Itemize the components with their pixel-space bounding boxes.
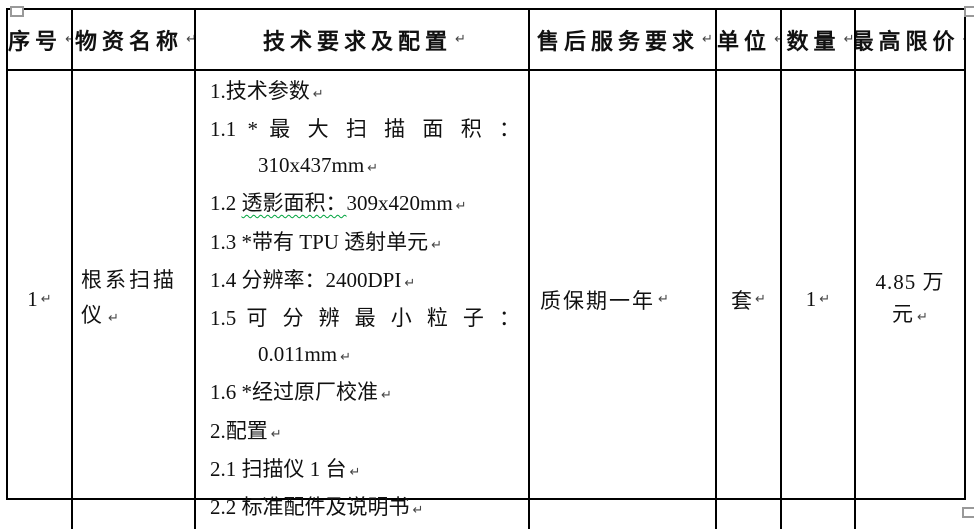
paragraph-mark-icon: ↵: [367, 160, 379, 176]
paragraph-mark-icon: ↵: [917, 309, 928, 325]
paragraph-mark-icon: ↵: [40, 292, 52, 308]
paragraph-mark-icon: ↵: [431, 237, 443, 253]
table-resize-handle[interactable]: [962, 507, 974, 518]
tech-line: 1.技术参数 ↵: [210, 79, 324, 103]
header-label: 数量: [786, 28, 841, 54]
paragraph-mark-icon: ↵: [65, 32, 71, 47]
header-label: 最高限价: [856, 28, 960, 54]
paragraph-mark-icon: ↵: [412, 503, 424, 519]
paragraph-mark-icon: ↵: [963, 32, 964, 47]
tech-line: 2.1 扫描仪 1 台 ↵: [210, 457, 361, 482]
paragraph-mark-icon: ↵: [819, 292, 831, 308]
tech-line: 1.6 *经过原厂校准 ↵: [210, 380, 392, 405]
tech-line: 1.4 分辨率：2400DPI ↵: [210, 268, 416, 293]
header-label: 技术要求及配置: [263, 28, 453, 54]
paragraph-mark-icon: ↵: [755, 292, 766, 308]
paragraph-mark-icon: ↵: [381, 388, 392, 404]
header-label: 售后服务要求: [537, 28, 700, 54]
paragraph-mark-icon: ↵: [404, 276, 416, 292]
procurement-table: 序号↵ 物资名称↵ 技术要求及配置↵ 售后服务要求↵ 单位↵ 数量↵ 最高限价↵…: [6, 6, 974, 529]
cell-after-sales: 质保期一年 ↵: [530, 71, 717, 529]
paragraph-mark-icon: ↵: [658, 292, 669, 308]
tech-line: 2.2 标准配件及说明书 ↵: [210, 495, 424, 520]
table-move-handle[interactable]: [10, 6, 24, 17]
paragraph-mark-icon: ↵: [843, 32, 855, 47]
cell-unit: 套 ↵: [717, 71, 782, 529]
tech-line: 1.5 可 分 辨 最 小 粒 子 ：: [210, 306, 520, 331]
tech-line: 1.3 *带有 TPU 透射单元 ↵: [210, 229, 443, 254]
paragraph-mark-icon: ↵: [455, 32, 466, 47]
cell-serial-number: 1 ↵: [8, 71, 73, 529]
paragraph-mark-icon: ↵: [774, 32, 780, 47]
quantity-value: 1: [805, 287, 817, 312]
table-anchor-handle[interactable]: [964, 6, 974, 17]
header-cell-tech-requirements: 技术要求及配置 ↵: [196, 10, 530, 71]
header-label: 单位: [717, 28, 772, 54]
tech-line: 1.2 透影面积：309x420mm ↵: [210, 191, 467, 216]
cell-max-price: 4.85 万元 ↵: [856, 71, 964, 529]
header-label: 序号: [8, 28, 63, 54]
grammar-check-underline: 透影面积：: [241, 191, 347, 216]
tech-line: 2.配置 ↵: [210, 418, 282, 443]
header-cell-unit: 单位↵: [717, 10, 782, 71]
paragraph-mark-icon: ↵: [349, 465, 361, 481]
max-price-value: 4.85 万元: [875, 269, 945, 326]
paragraph-mark-icon: ↵: [186, 32, 196, 47]
header-cell-quantity: 数量 ↵: [782, 10, 856, 71]
header-cell-max-price: 最高限价↵: [856, 10, 964, 71]
unit-value: 套: [731, 288, 753, 313]
header-label: 物资名称: [75, 28, 184, 54]
item-name-value: 根系扫描仪: [81, 268, 177, 328]
paragraph-mark-icon: ↵: [108, 311, 119, 327]
paragraph-mark-icon: ↵: [340, 349, 352, 365]
paragraph-mark-icon: ↵: [702, 32, 713, 47]
tech-line: 0.011mm ↵: [258, 341, 352, 366]
paragraph-mark-icon: ↵: [455, 199, 467, 215]
tech-line: 1.1 * 最 大 扫 描 面 积 ：: [210, 117, 520, 142]
header-cell-serial: 序号↵: [8, 10, 73, 71]
paragraph-mark-icon: ↵: [270, 426, 282, 442]
header-cell-item-name: 物资名称 ↵: [73, 10, 196, 71]
paragraph-mark-icon: ↵: [312, 87, 324, 102]
cell-quantity: 1 ↵: [782, 71, 856, 529]
after-sales-value: 质保期一年: [540, 288, 655, 313]
header-cell-after-sales: 售后服务要求 ↵: [530, 10, 717, 71]
tech-line: 310x437mm ↵: [258, 152, 379, 177]
serial-value: 1: [27, 287, 38, 312]
cell-tech-specs: 1.技术参数 ↵ 1.1 * 最 大 扫 描 面 积 ： 310x437mm ↵ 1.2 …: [196, 71, 530, 529]
cell-item-name: 根系扫描仪 ↵: [73, 71, 196, 529]
